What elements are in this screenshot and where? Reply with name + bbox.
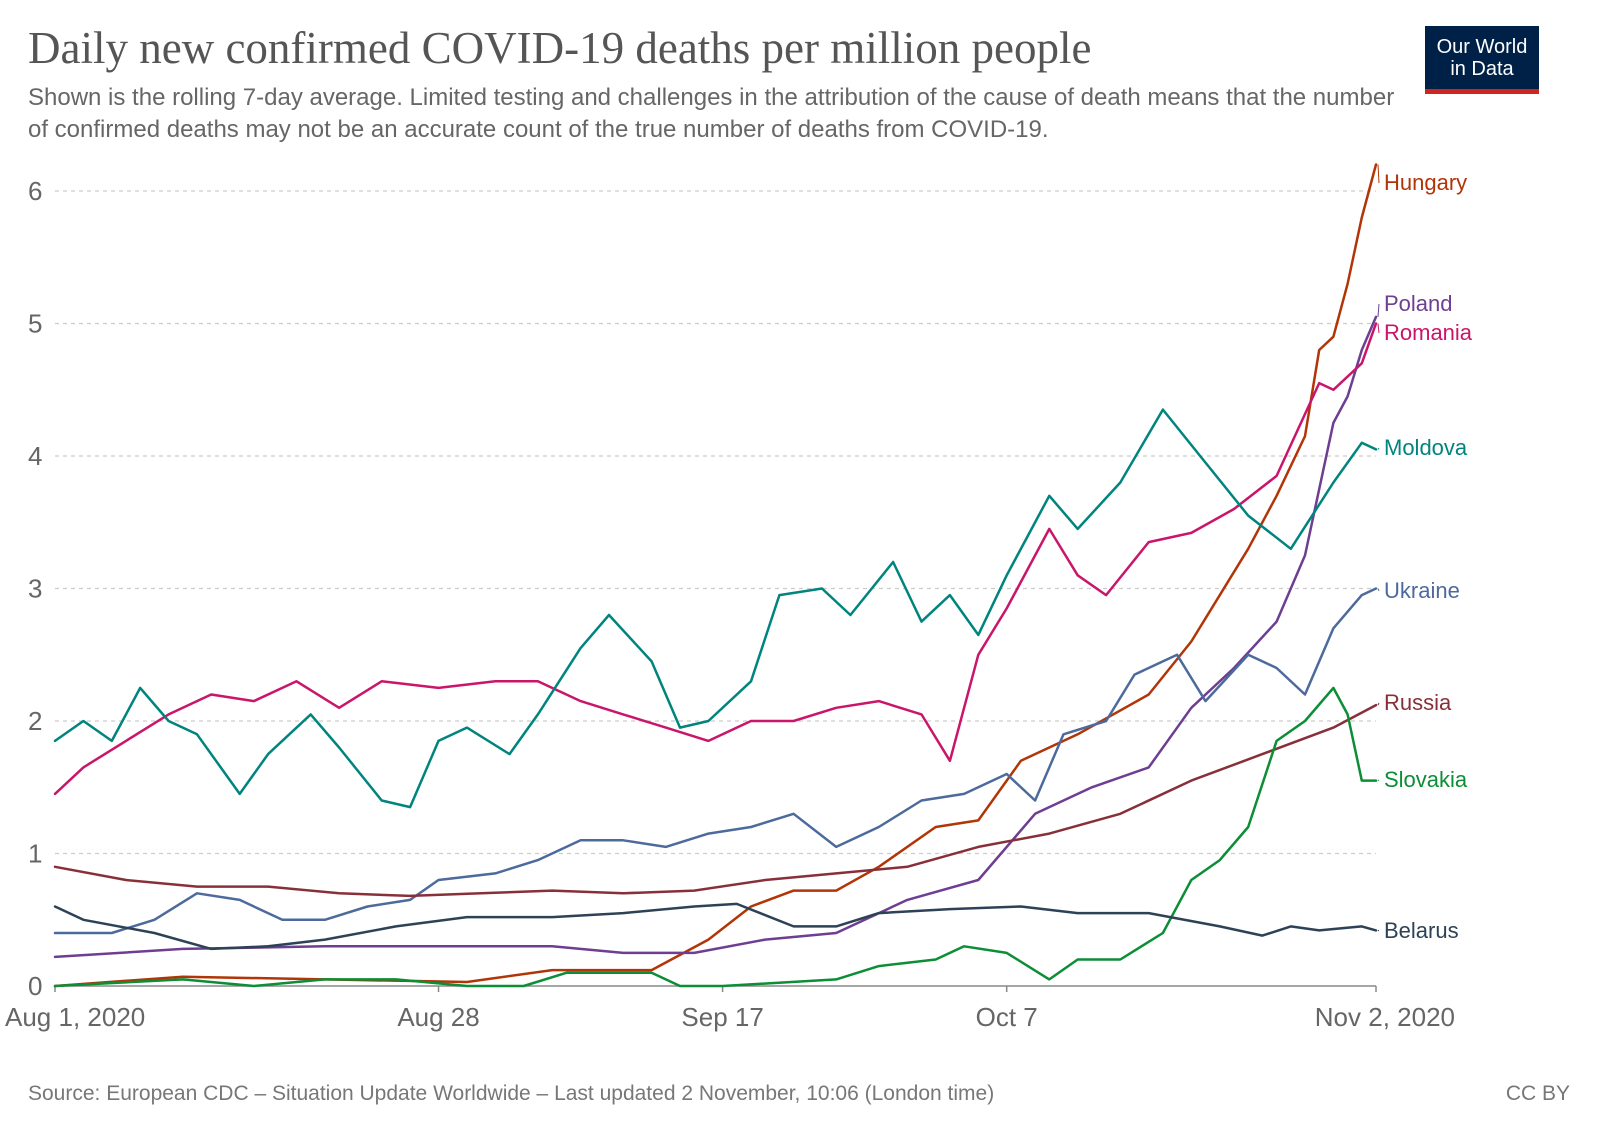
owid-logo[interactable]: Our World in Data (1425, 26, 1539, 94)
x-tick-label: Aug 1, 2020 (5, 1002, 145, 1032)
series-label-russia: Russia (1384, 690, 1452, 715)
x-tick-label: Sep 17 (681, 1002, 763, 1032)
logo-line-1: Our World (1436, 36, 1528, 58)
series-label-romania: Romania (1384, 320, 1473, 345)
series-label-poland: Poland (1384, 291, 1453, 316)
series-label-belarus: Belarus (1384, 918, 1459, 943)
series-line-romania (53, 322, 1378, 796)
series-label-moldova: Moldova (1384, 435, 1468, 460)
y-tick-label: 5 (28, 309, 42, 339)
series-line-hungary (53, 163, 1378, 988)
y-tick-label: 1 (28, 839, 42, 869)
series-label-connector (1377, 702, 1380, 706)
x-tick-label: Oct 7 (976, 1002, 1038, 1032)
series-line-poland (53, 315, 1378, 959)
series-label-connector (1377, 164, 1380, 184)
y-tick-label: 3 (28, 574, 42, 604)
x-tick-label: Nov 2, 2020 (1315, 1002, 1455, 1032)
series-label-connector (1377, 588, 1380, 592)
series-line-belarus (53, 902, 1378, 951)
series-label-hungary: Hungary (1384, 170, 1467, 195)
series-label-connector (1377, 929, 1380, 932)
y-tick-label: 4 (28, 441, 42, 471)
y-tick-label: 0 (28, 971, 42, 1001)
series-label-ukraine: Ukraine (1384, 578, 1460, 603)
series-line-ukraine (53, 587, 1378, 935)
license-link[interactable]: CC BY (1505, 1082, 1570, 1105)
series-line-slovakia (53, 686, 1378, 988)
series-label-slovakia: Slovakia (1384, 767, 1468, 792)
y-tick-label: 2 (28, 706, 42, 736)
series-label-connector (1377, 323, 1380, 334)
series-line-moldova (53, 408, 1378, 809)
series-line-russia (53, 703, 1378, 898)
y-tick-label: 6 (28, 176, 42, 206)
source-note: Source: European CDC – Situation Update … (28, 1082, 995, 1105)
chart-subtitle: Shown is the rolling 7-day average. Limi… (28, 84, 1395, 143)
series-label-connector (1377, 303, 1380, 317)
series-label-connector (1377, 447, 1380, 450)
logo-line-2: in Data (1450, 58, 1514, 80)
series-label-connector (1377, 779, 1380, 782)
chart-title: Daily new confirmed COVID-19 deaths per … (28, 23, 1092, 73)
x-tick-label: Aug 28 (397, 1002, 479, 1032)
